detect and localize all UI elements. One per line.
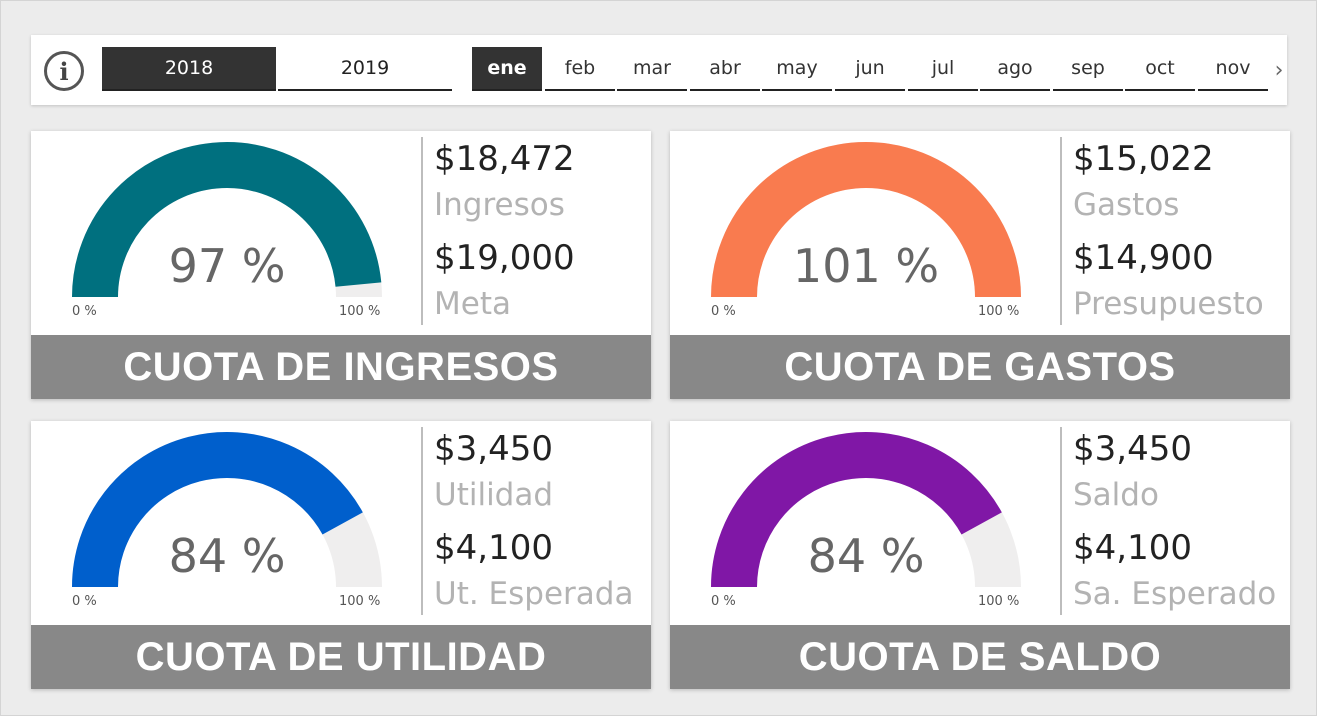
gauge-chart <box>711 432 1021 588</box>
card-title-banner: CUOTA DE GASTOS <box>670 335 1290 399</box>
value-meta: $19,000 <box>434 238 575 278</box>
gauge-percent: 101 % <box>792 239 940 293</box>
gauge-max-label: 100 % <box>978 594 1020 609</box>
year-slicer-2019[interactable]: 2019 <box>278 47 452 91</box>
value-gastos: $15,022 <box>1073 139 1214 179</box>
gauge-chart <box>711 142 1021 298</box>
gauge-max-label: 100 % <box>339 304 381 319</box>
card-cuota-ingresos: 97 % 0 % 100 % $18,472 Ingresos $19,000 … <box>31 131 651 399</box>
card-title-banner: CUOTA DE UTILIDAD <box>31 625 651 689</box>
month-label: oct <box>1145 57 1175 79</box>
year-slicer-2018[interactable]: 2018 <box>102 47 276 91</box>
month-slicer-may[interactable]: may <box>762 47 832 91</box>
gauge-max-label: 100 % <box>978 304 1020 319</box>
card-title-banner: CUOTA DE SALDO <box>670 625 1290 689</box>
value-ingresos: $18,472 <box>434 139 575 179</box>
label-meta: Meta <box>434 286 511 322</box>
divider <box>421 137 423 325</box>
month-slicer-oct[interactable]: oct <box>1125 47 1195 91</box>
label-ingresos: Ingresos <box>434 187 565 223</box>
gauge-fill <box>72 432 363 588</box>
value-sa-esperado: $4,100 <box>1073 528 1192 568</box>
gauge-chart <box>72 142 382 298</box>
value-presupuesto: $14,900 <box>1073 238 1214 278</box>
divider <box>421 427 423 615</box>
month-slicer-jul[interactable]: jul <box>908 47 978 91</box>
info-icon[interactable]: i <box>44 51 84 91</box>
gauge-min-label: 0 % <box>72 594 97 609</box>
gauge-percent: 84 % <box>168 529 286 583</box>
gauge-chart <box>72 432 382 588</box>
month-slicer-sep[interactable]: sep <box>1053 47 1123 91</box>
month-label: sep <box>1071 57 1105 79</box>
month-slicer-ago[interactable]: ago <box>980 47 1050 91</box>
gauge-percent: 84 % <box>807 529 925 583</box>
gauge-max-label: 100 % <box>339 594 381 609</box>
year-label: 2019 <box>340 57 390 79</box>
value-saldo: $3,450 <box>1073 429 1192 469</box>
label-utilidad: Utilidad <box>434 477 554 513</box>
divider <box>1060 427 1062 615</box>
gauge-fill <box>711 432 1002 588</box>
month-slicer-jun[interactable]: jun <box>835 47 905 91</box>
filter-bar: i 2018 2019 ene feb mar abr may jun jul … <box>31 35 1287 105</box>
month-slicer-mar[interactable]: mar <box>617 47 687 91</box>
scroll-right-icon[interactable]: › <box>1274 57 1284 83</box>
divider <box>1060 137 1062 325</box>
month-label: may <box>776 57 818 79</box>
value-ut-esperada: $4,100 <box>434 528 553 568</box>
month-label: jul <box>931 57 955 79</box>
month-label: ago <box>997 57 1033 79</box>
month-label: jun <box>855 57 885 79</box>
gauge-fill <box>72 142 382 298</box>
month-label: feb <box>564 57 596 79</box>
month-label: abr <box>709 57 741 79</box>
card-cuota-gastos: 101 % 0 % 100 % $15,022 Gastos $14,900 P… <box>670 131 1290 399</box>
card-cuota-saldo: 84 % 0 % 100 % $3,450 Saldo $4,100 Sa. E… <box>670 421 1290 689</box>
gauge-min-label: 0 % <box>711 594 736 609</box>
label-presupuesto: Presupuesto <box>1073 286 1264 322</box>
month-slicer-abr[interactable]: abr <box>690 47 760 91</box>
value-utilidad: $3,450 <box>434 429 553 469</box>
gauge-min-label: 0 % <box>72 304 97 319</box>
card-cuota-utilidad: 84 % 0 % 100 % $3,450 Utilidad $4,100 Ut… <box>31 421 651 689</box>
label-ut-esperada: Ut. Esperada <box>434 576 634 612</box>
month-slicer-ene[interactable]: ene <box>472 47 542 91</box>
month-label: nov <box>1215 57 1251 79</box>
label-saldo: Saldo <box>1073 477 1159 513</box>
year-label: 2018 <box>164 57 214 79</box>
gauge-percent: 97 % <box>168 239 286 293</box>
month-label: mar <box>633 57 671 79</box>
card-title-banner: CUOTA DE INGRESOS <box>31 335 651 399</box>
label-gastos: Gastos <box>1073 187 1180 223</box>
month-label: ene <box>487 57 527 79</box>
month-slicer-nov[interactable]: nov <box>1198 47 1268 91</box>
gauge-min-label: 0 % <box>711 304 736 319</box>
label-sa-esperado: Sa. Esperado <box>1073 576 1277 612</box>
month-slicer-feb[interactable]: feb <box>545 47 615 91</box>
gauge-fill <box>711 142 1021 298</box>
